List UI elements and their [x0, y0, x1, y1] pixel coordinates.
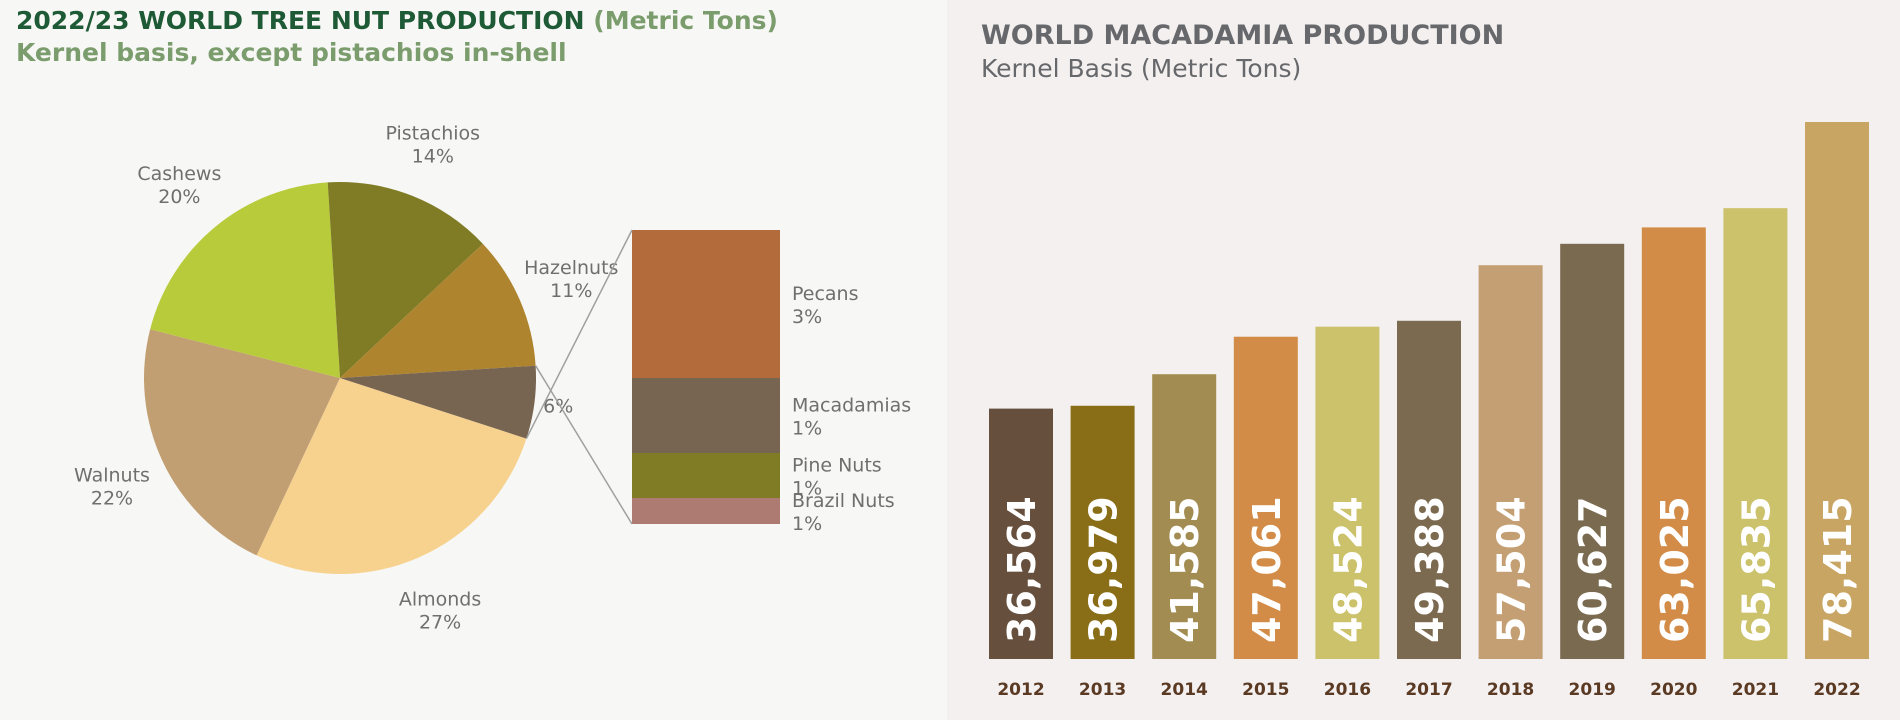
breakdown-label-macadamias: Macadamias	[792, 395, 911, 417]
pie-label-almonds: Almonds	[399, 588, 481, 610]
bar-2017	[1397, 320, 1461, 659]
pie-slice-walnuts	[143, 329, 340, 556]
bar-2021	[1723, 208, 1788, 660]
breakdown-percent-brazil-nuts: 1%	[792, 513, 822, 535]
bar-2022	[1805, 122, 1869, 659]
breakdown-segment-macadamias	[632, 378, 780, 453]
pie-slice-hazelnuts	[340, 243, 536, 378]
year-label-2017: 2017	[1405, 680, 1452, 700]
bar-2018	[1478, 265, 1543, 659]
year-label-2019: 2019	[1569, 680, 1616, 700]
pie-slice-cashews	[150, 182, 340, 378]
year-label-2022: 2022	[1813, 680, 1860, 700]
tree-nut-subtitle: Kernel basis, except pistachios in-shell	[16, 38, 567, 67]
breakdown-label-pecans: Pecans	[792, 283, 859, 305]
bar-2015	[1233, 336, 1298, 659]
pie-percent-walnuts: 22%	[91, 487, 133, 509]
year-label-2015: 2015	[1242, 680, 1289, 700]
breakdown-connector-top	[525, 229, 633, 439]
bar-2013	[1070, 405, 1135, 659]
breakdown-percent-pecans: 3%	[792, 306, 822, 328]
breakdown-label-pine-nuts: Pine Nuts	[792, 455, 882, 477]
year-label-2018: 2018	[1487, 680, 1534, 700]
year-label-2021: 2021	[1732, 680, 1779, 700]
year-label-2016: 2016	[1324, 680, 1371, 700]
bar-2012	[989, 408, 1053, 659]
pie-slice-pistachios	[327, 182, 483, 378]
breakdown-segment-pecans	[632, 230, 780, 378]
tree-nut-title: 2022/23 WORLD TREE NUT PRODUCTION (Metri…	[16, 6, 778, 35]
bar-value-2015: 47,061	[1245, 496, 1289, 643]
tree-nut-title-main: 2022/23 WORLD TREE NUT PRODUCTION	[16, 6, 585, 35]
tree-nut-title-unit: (Metric Tons)	[593, 6, 778, 35]
bar-value-2016: 48,524	[1326, 496, 1370, 643]
breakdown-segment-pine-nuts	[632, 453, 780, 498]
year-label-2014: 2014	[1161, 680, 1208, 700]
bar-2016	[1315, 326, 1380, 659]
pie-percent-other: 6%	[543, 396, 573, 418]
bar-chart: 36,564 2012 36,979 2013 41,585 2014 47,061 2015…	[989, 122, 1869, 700]
pie-label-pistachios: Pistachios	[385, 123, 480, 145]
breakdown-percent-pine-nuts: 1%	[792, 478, 822, 500]
year-label-2020: 2020	[1650, 680, 1697, 700]
bar-value-2022: 78,415	[1816, 496, 1860, 643]
year-label-2013: 2013	[1079, 680, 1126, 700]
bar-value-2012: 36,564	[1000, 496, 1044, 643]
year-label-2012: 2012	[997, 680, 1044, 700]
bar-value-2021: 65,835	[1734, 496, 1778, 643]
bar-value-2018: 57,504	[1490, 496, 1534, 643]
bar-value-2017: 49,388	[1408, 496, 1452, 643]
pie-percent-almonds: 27%	[419, 611, 461, 633]
pie-percent-cashews: 20%	[158, 186, 200, 208]
bar-2014	[1152, 374, 1217, 659]
pie-label-cashews: Cashews	[137, 163, 221, 185]
bar-value-2020: 63,025	[1653, 496, 1697, 643]
bar-2020	[1641, 227, 1706, 659]
bar-2019	[1560, 243, 1625, 659]
pie-label-walnuts: Walnuts	[74, 464, 150, 486]
pie-percent-hazelnuts: 11%	[550, 280, 592, 302]
macadamia-title: WORLD MACADAMIA PRODUCTION	[981, 20, 1505, 51]
bar-value-2014: 41,585	[1163, 496, 1207, 643]
breakdown-segment-brazil-nuts	[632, 498, 780, 524]
pie-slice-other	[340, 365, 536, 439]
breakdown-percent-macadamias: 1%	[792, 418, 822, 440]
breakdown-label-brazil-nuts: Brazil Nuts	[792, 490, 895, 512]
pie-percent-pistachios: 14%	[412, 146, 454, 168]
bar-value-2019: 60,627	[1571, 496, 1615, 643]
bar-value-2013: 36,979	[1082, 496, 1126, 643]
breakdown-connector-bottom	[534, 365, 633, 525]
pie-slice-almonds	[256, 378, 527, 574]
pie-label-hazelnuts: Hazelnuts	[524, 257, 618, 279]
macadamia-subtitle: Kernel Basis (Metric Tons)	[981, 54, 1302, 83]
